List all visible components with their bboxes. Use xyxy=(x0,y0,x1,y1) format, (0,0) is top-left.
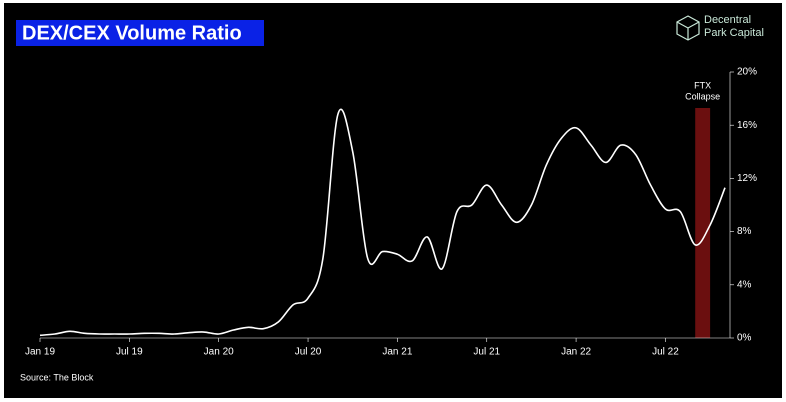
x-tick-label: Jul 20 xyxy=(295,347,322,358)
data-line xyxy=(39,108,726,337)
brand-logo xyxy=(676,15,700,41)
event-band xyxy=(695,108,711,338)
x-tick-label: Jan 21 xyxy=(382,347,412,358)
title-background xyxy=(16,20,264,46)
y-tick-label: 8% xyxy=(737,226,752,237)
y-tick-label: 0% xyxy=(737,333,752,344)
x-tick-label: Jul 19 xyxy=(116,347,143,358)
x-tick-label: Jan 19 xyxy=(25,347,55,358)
event-label: FTX xyxy=(694,80,711,90)
brand-line: Park Capital xyxy=(704,27,764,39)
x-tick-label: Jan 20 xyxy=(204,347,234,358)
logo-cube-edges xyxy=(676,21,700,40)
background xyxy=(4,3,782,398)
y-tick-label: 16% xyxy=(737,120,757,131)
x-tick-label: Jan 22 xyxy=(561,347,591,358)
y-tick-label: 12% xyxy=(737,173,757,184)
source-note: Source: The Block xyxy=(20,372,94,382)
x-tick-label: Jul 22 xyxy=(652,347,679,358)
y-tick-label: 4% xyxy=(737,279,752,290)
brand-line: Decentral xyxy=(704,14,751,26)
x-tick-label: Jul 21 xyxy=(473,347,500,358)
chart-title: DEX/CEX Volume Ratio xyxy=(22,22,242,44)
event-label: Collapse xyxy=(685,91,720,101)
y-tick-label: 20% xyxy=(737,67,757,78)
